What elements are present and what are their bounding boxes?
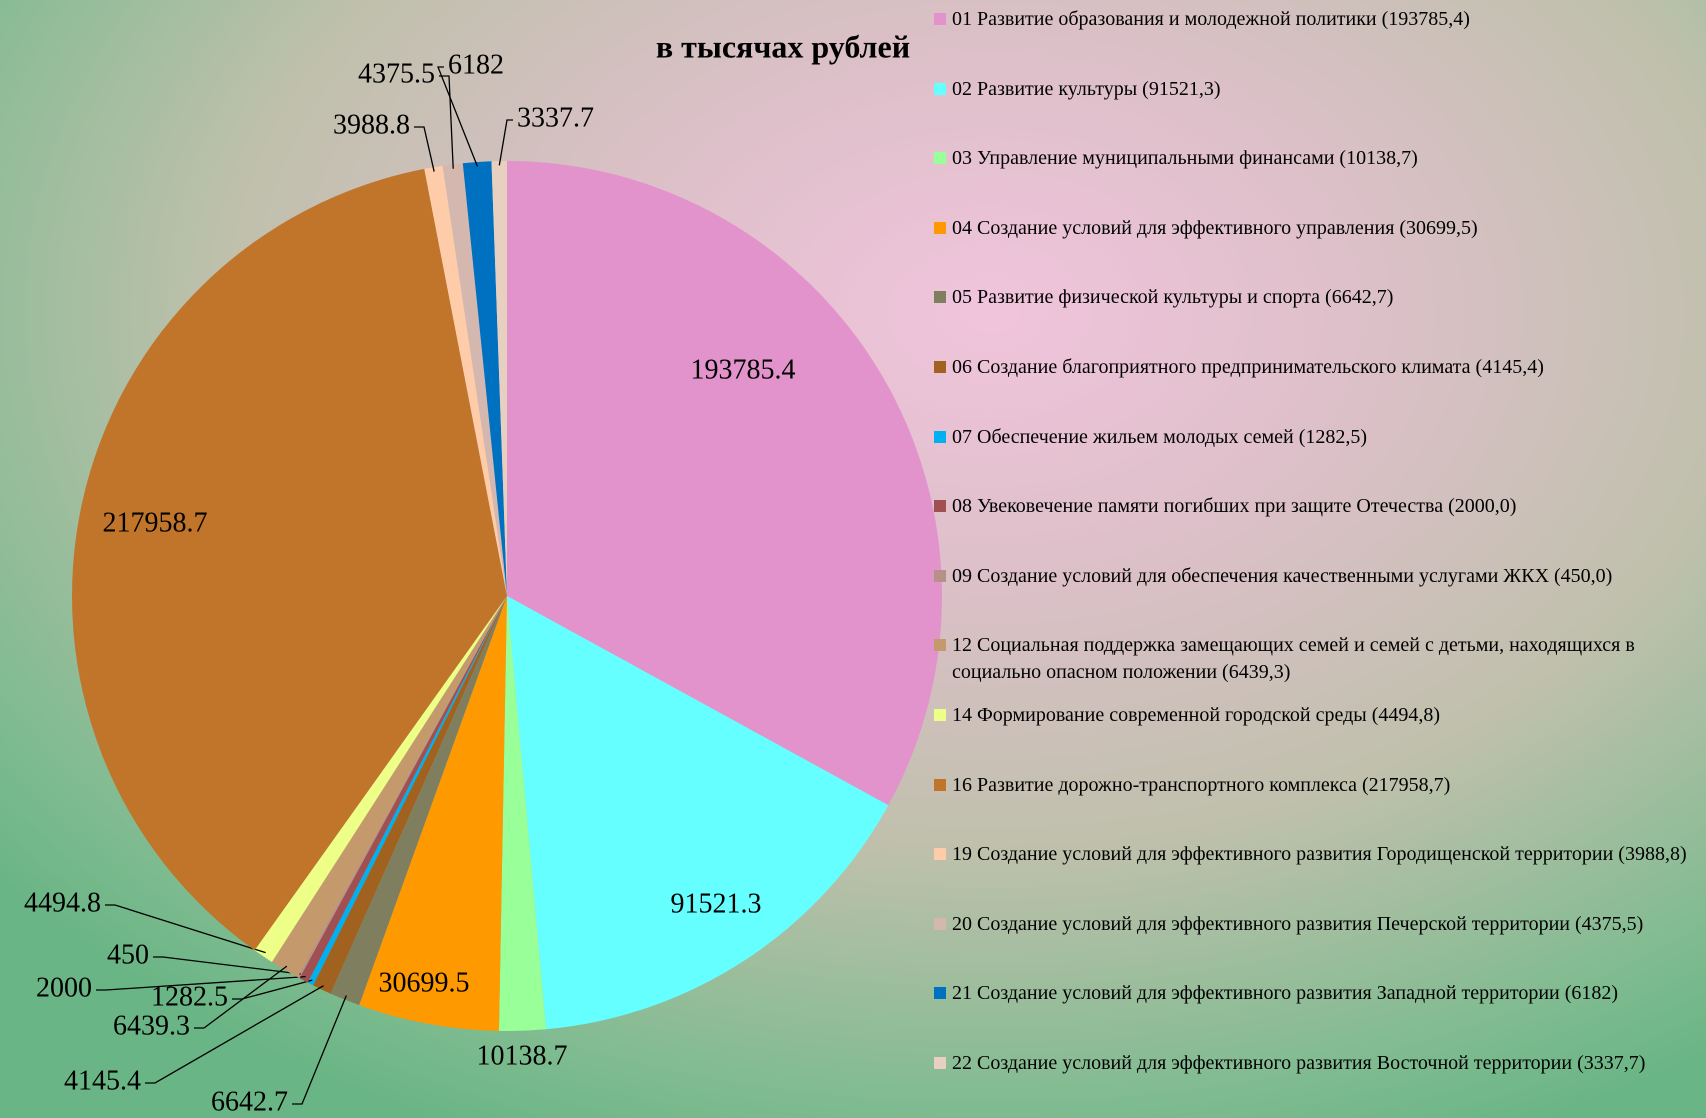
data-label: 91521.3 xyxy=(671,888,762,919)
pie-slice xyxy=(72,168,508,951)
pie-slice xyxy=(507,161,942,806)
legend-label: 05 Развитие физической культуры и спорта… xyxy=(952,286,1394,309)
data-label: 6439.3 xyxy=(113,1010,190,1041)
legend-item: 16 Развитие дорожно-транспортного компле… xyxy=(934,772,1702,799)
leader-line xyxy=(232,979,313,1000)
pie-slice xyxy=(442,163,507,596)
legend-swatch xyxy=(934,500,946,513)
legend-swatch xyxy=(934,361,946,373)
legend-item: 22 Создание условий для эффективного раз… xyxy=(934,1050,1702,1077)
legend-item: 06 Создание благоприятного предпринимате… xyxy=(934,354,1702,381)
leader-line xyxy=(194,965,288,1029)
legend-item: 19 Создание условий для эффективного раз… xyxy=(934,841,1702,868)
legend-item: 09 Создание условий для обеспечения каче… xyxy=(934,563,1702,590)
legend-item: 02 Развитие культуры (91521,3) xyxy=(934,76,1702,103)
leader-line xyxy=(498,119,513,166)
legend-label: 21 Создание условий для эффективного раз… xyxy=(952,982,1619,1005)
legend-label: 08 Увековечение памяти погибших при защи… xyxy=(952,495,1517,518)
legend-swatch xyxy=(934,82,946,95)
legend-item: 04 Создание условий для эффективного упр… xyxy=(934,215,1702,242)
pie-slice xyxy=(254,596,507,962)
legend-label: 01 Развитие образования и молодежной пол… xyxy=(952,8,1470,30)
legend-item: 08 Увековечение памяти погибших при защи… xyxy=(934,493,1702,520)
pie-slice xyxy=(299,596,507,983)
legend-swatch xyxy=(934,709,946,721)
data-label: 193785.4 xyxy=(691,354,796,385)
legend-swatch xyxy=(934,430,946,443)
data-label: 6182 xyxy=(448,49,504,80)
pie-slice xyxy=(297,596,507,979)
legend-swatch xyxy=(934,221,946,234)
leader-line xyxy=(292,995,347,1105)
legend-swatch xyxy=(934,917,946,930)
legend-swatch xyxy=(934,987,946,1000)
legend-label: 07 Обеспечение жильем молодых семей (128… xyxy=(952,425,1368,448)
data-label: 2000 xyxy=(36,972,92,1003)
leader-line xyxy=(414,126,435,172)
legend-swatch xyxy=(934,291,946,304)
legend-swatch xyxy=(934,569,946,582)
data-label: 4375.5 xyxy=(358,58,435,89)
data-label: 4494.8 xyxy=(24,887,101,918)
pie-slice xyxy=(359,596,507,1031)
legend-label: 09 Создание условий для обеспечения каче… xyxy=(952,564,1613,587)
legend-label: 16 Развитие дорожно-транспортного компле… xyxy=(952,773,1451,796)
legend-swatch xyxy=(934,848,946,861)
leader-line xyxy=(153,956,301,975)
pie-slice xyxy=(498,596,547,1031)
legend-label: 12 Социальная поддержка замещающих семей… xyxy=(952,634,1635,684)
legend-label: 04 Создание условий для эффективного упр… xyxy=(952,216,1478,239)
pie-slice xyxy=(491,161,507,596)
pie-slice xyxy=(507,596,889,1030)
pie-slice xyxy=(462,161,507,596)
legend-swatch xyxy=(934,778,946,791)
data-label: 3988.8 xyxy=(333,109,410,140)
legend-label: 22 Создание условий для эффективного раз… xyxy=(952,1052,1646,1074)
data-label: 217958.7 xyxy=(103,507,208,538)
legend-swatch xyxy=(934,1057,946,1069)
legend-label: 02 Развитие культуры (91521,3) xyxy=(952,77,1221,100)
leader-line xyxy=(96,976,306,991)
legend-item: 21 Создание условий для эффективного раз… xyxy=(934,980,1702,1007)
leader-line xyxy=(437,66,479,167)
pie-slice xyxy=(307,596,507,986)
chart-title: в тысячах рублей xyxy=(656,28,910,64)
pie-slice xyxy=(313,596,507,994)
legend-item: 07 Обеспечение жильем молодых семей (128… xyxy=(934,424,1702,451)
leader-line xyxy=(439,75,454,169)
legend-label: 14 Формирование современной городской ср… xyxy=(952,704,1441,726)
legend-swatch xyxy=(934,152,946,165)
data-label: 6642.7 xyxy=(211,1086,288,1117)
data-label: 4145.4 xyxy=(64,1065,141,1096)
legend-item: 05 Развитие физической культуры и спорта… xyxy=(934,284,1702,311)
data-label: 3337.7 xyxy=(517,102,594,133)
legend-label: 06 Создание благоприятного предпринимате… xyxy=(952,356,1544,378)
data-label: 30699.5 xyxy=(379,967,470,998)
legend-swatch xyxy=(934,13,946,25)
legend-item: 20 Создание условий для эффективного раз… xyxy=(934,911,1702,938)
pie-slice xyxy=(330,596,507,1006)
legend-label: 20 Создание условий для эффективного раз… xyxy=(952,912,1644,935)
data-label: 450 xyxy=(107,939,149,970)
pie-slice xyxy=(424,165,507,596)
legend-item: 03 Управление муниципальными финансами (… xyxy=(934,145,1702,172)
pie-slice xyxy=(271,596,507,978)
legend-label: 19 Создание условий для эффективного раз… xyxy=(952,843,1687,866)
legend-label: 03 Управление муниципальными финансами (… xyxy=(952,147,1418,170)
legend-item: 01 Развитие образования и молодежной пол… xyxy=(934,6,1702,33)
legend-item: 12 Социальная поддержка замещающих семей… xyxy=(934,632,1702,686)
leader-line xyxy=(145,985,324,1084)
leader-line xyxy=(105,904,266,954)
legend-item: 14 Формирование современной городской ср… xyxy=(934,702,1702,729)
data-label: 10138.7 xyxy=(477,1040,568,1071)
legend-swatch xyxy=(934,639,946,652)
